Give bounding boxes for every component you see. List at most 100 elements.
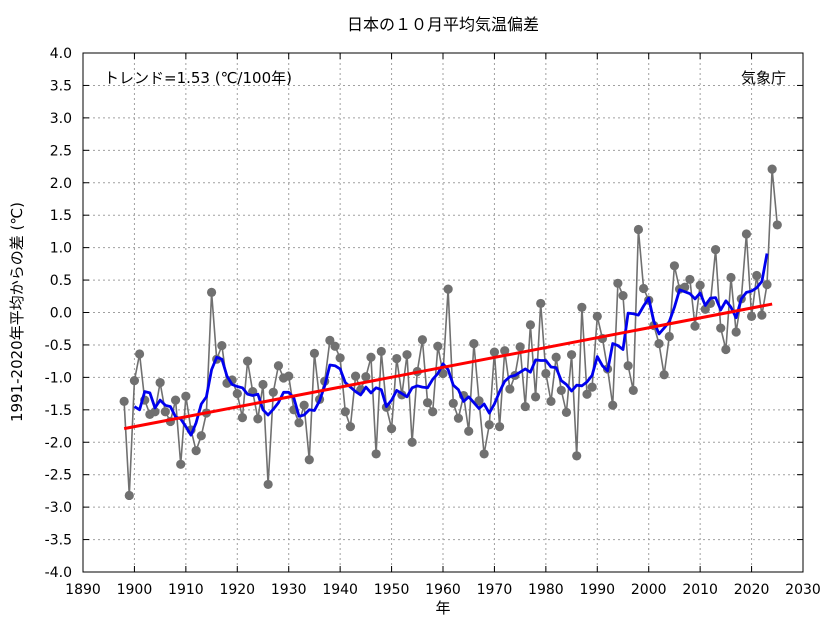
annual-data-point: [350, 371, 361, 381]
annual-data-point: [726, 272, 736, 283]
annual-data-point: [129, 376, 140, 386]
annual-data-point: [721, 344, 731, 355]
annual-data-point: [134, 349, 145, 359]
annual-data-point: [741, 229, 752, 239]
annual-data-point: [515, 342, 525, 352]
annual-data-point: [541, 368, 551, 379]
x-tick-label: 1950: [374, 582, 410, 598]
x-tick-label: 1970: [477, 582, 513, 598]
y-tick-label: -2.5: [45, 468, 72, 484]
annual-data-point: [623, 361, 633, 371]
x-tick-label: 1960: [425, 582, 461, 598]
annual-data-point: [273, 361, 284, 371]
annual-data-point: [546, 396, 556, 406]
y-tick-label: -3.0: [45, 500, 72, 516]
y-tick-label: -1.5: [45, 403, 72, 419]
annual-data-point: [489, 347, 500, 357]
y-tick-label: 1.0: [50, 241, 72, 257]
annual-data-point: [294, 418, 304, 428]
annual-data-point: [690, 321, 700, 331]
annual-data-point: [155, 377, 165, 388]
annual-data-point: [417, 335, 428, 345]
annual-data-point: [767, 164, 777, 174]
annual-data-point: [217, 340, 227, 351]
y-tick-labels: 4.0 3.5 3.0 2.5 2.0 1.5 1.0 0.5 0.0 -0.5 -1.0 -1.5 -…: [45, 46, 72, 581]
x-tick-label: 1920: [219, 582, 255, 598]
x-tick-label: 1990: [579, 582, 615, 598]
annual-data-point: [335, 353, 345, 363]
annual-data-point: [577, 302, 587, 312]
y-tick-label: 2.5: [50, 143, 72, 159]
annual-data-point: [474, 396, 484, 406]
annual-data-point: [716, 323, 726, 333]
annual-data-point: [448, 398, 458, 408]
annual-data-point: [196, 431, 206, 441]
annual-data-point: [762, 280, 772, 290]
annual-data-point: [669, 261, 680, 271]
annual-data-point: [453, 413, 464, 423]
x-tick-label: 2000: [631, 582, 667, 598]
y-tick-label: 2.0: [50, 176, 72, 192]
y-tick-label: -1.0: [45, 370, 72, 386]
annual-data-point: [566, 350, 577, 360]
annual-data-point: [150, 407, 160, 417]
annual-data-point: [628, 385, 638, 395]
moving-average-line: [133, 253, 769, 437]
annual-data-point: [561, 407, 572, 418]
annual-data-point: [160, 407, 170, 417]
annual-data-point: [664, 331, 674, 342]
x-tick-label: 1910: [168, 582, 204, 598]
annual-data-point: [572, 451, 582, 461]
annual-data-point: [530, 392, 541, 402]
annual-data-point: [428, 407, 438, 417]
annual-data-point: [176, 459, 186, 469]
annual-data-point: [757, 310, 767, 320]
annual-data-point: [376, 346, 386, 357]
annual-data-point: [695, 280, 705, 290]
x-tick-label: 2010: [682, 582, 718, 598]
annual-data-point: [371, 449, 381, 459]
annual-data-point: [556, 385, 566, 395]
annual-data-point: [309, 348, 320, 358]
plot-frame: [82, 52, 804, 573]
annual-data-point: [464, 426, 474, 436]
annual-data-point: [443, 284, 453, 294]
annual-data-point: [237, 412, 248, 423]
trend-label: トレンド=1.53 (℃/100年): [104, 69, 292, 87]
annual-data-point: [433, 341, 443, 351]
annual-data-point: [119, 396, 129, 406]
grid: [83, 53, 803, 572]
y-tick-label: 0.5: [50, 273, 72, 289]
annual-data-point: [582, 389, 592, 399]
annual-data-point: [525, 320, 536, 330]
annual-data-point: [361, 372, 371, 382]
x-tick-label: 1980: [528, 582, 564, 598]
annual-data-point: [731, 327, 741, 337]
source-label: 気象庁: [741, 69, 786, 87]
y-tick-label: 3.0: [50, 111, 72, 127]
annual-data-point: [551, 352, 561, 362]
annual-data-point: [613, 278, 623, 288]
x-tick-label: 1940: [322, 582, 358, 598]
x-tick-label: 1890: [65, 582, 101, 598]
annual-data-point: [263, 479, 273, 490]
annual-data-point: [746, 311, 757, 321]
trend-line: [123, 302, 773, 431]
annual-data-point: [618, 291, 628, 301]
x-tick-label: 1930: [271, 582, 307, 598]
x-tick-label: 2020: [734, 582, 770, 598]
annual-data-point: [345, 422, 356, 432]
annual-data-point: [479, 449, 489, 459]
annual-data-point: [422, 398, 433, 408]
annual-series-line: [123, 169, 779, 496]
annual-data-point: [268, 387, 278, 397]
annual-data-point: [654, 339, 664, 349]
annual-data-point: [494, 422, 505, 432]
annual-data-point: [608, 400, 618, 410]
annual-data-point: [284, 371, 294, 381]
x-tick-label: 2030: [785, 582, 821, 598]
x-tick-labels: 1890 1900 1910 1920 1930 1940 1950 1960 1970 1980…: [65, 582, 821, 598]
y-tick-label: 3.5: [50, 78, 72, 94]
y-tick-label: 0.0: [50, 306, 72, 322]
